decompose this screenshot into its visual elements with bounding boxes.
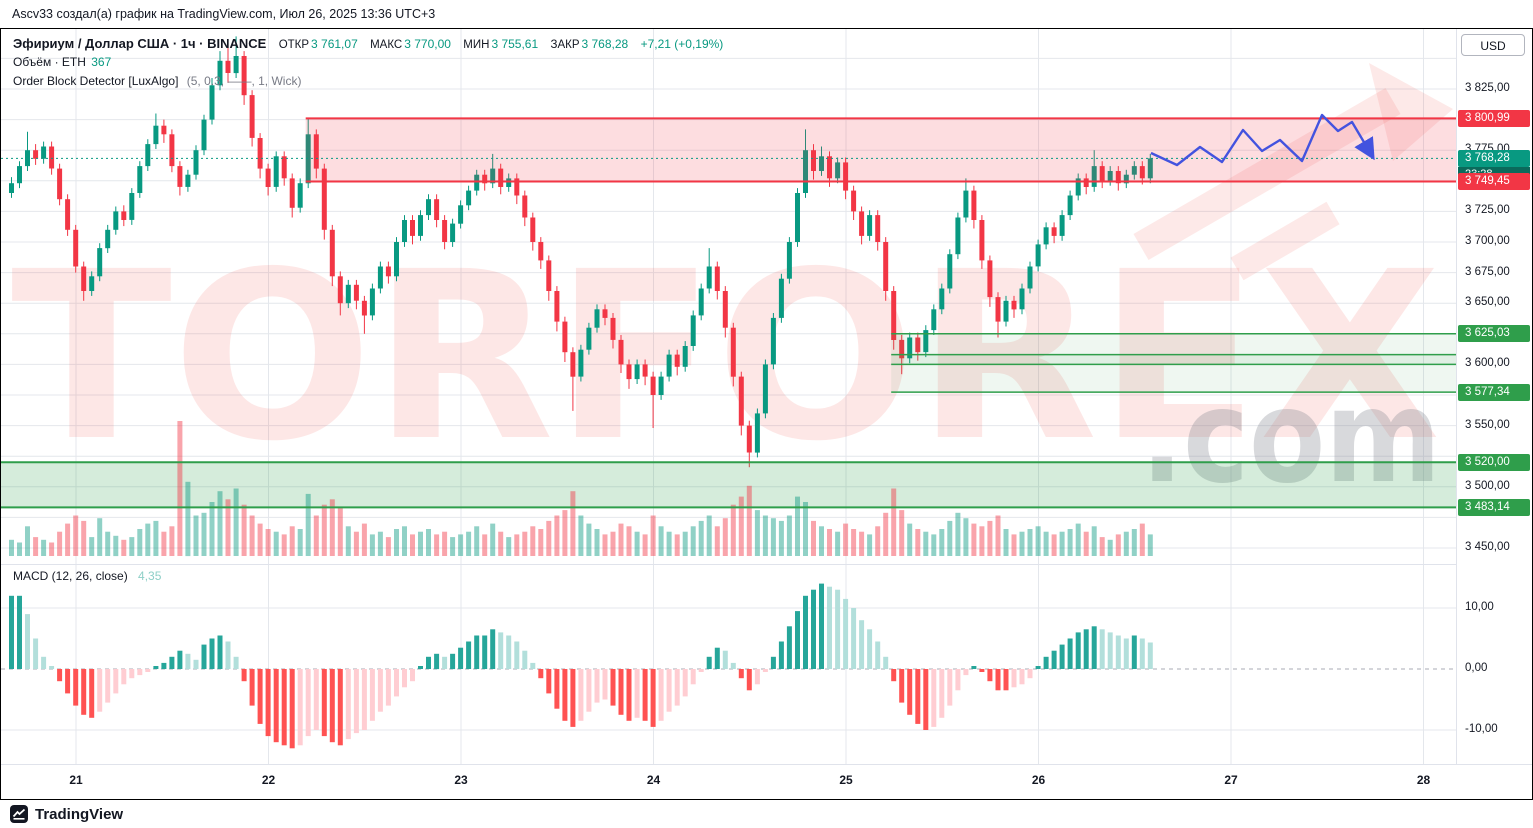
time-axis-label: 21 <box>69 773 83 787</box>
time-axis-label: 24 <box>646 773 661 787</box>
volume-label[interactable]: Объём · ETH <box>13 55 86 69</box>
price-tick-label: 3 550,00 <box>1465 418 1510 431</box>
change-value: +7,21 (+0,19%) <box>640 37 724 51</box>
tradingview-logo-icon[interactable] <box>10 805 28 823</box>
legend-row-volume: Объём · ETH 367 <box>13 53 723 72</box>
symbol-title[interactable]: Эфириум / Доллар США · 1ч · BINANCE <box>13 36 267 51</box>
time-axis-label: 27 <box>1224 773 1238 787</box>
indicator-name[interactable]: Order Block Detector [LuxAlgo] <box>13 74 179 88</box>
price-tick-label: 3 500,00 <box>1465 479 1510 492</box>
price-badge: 3 768,28 <box>1458 149 1530 167</box>
high-value: 3 770,00 <box>404 37 451 51</box>
price-badge: 3 483,14 <box>1458 498 1530 516</box>
legend-row-indicator: Order Block Detector [LuxAlgo] (5, 0.3, … <box>13 72 723 91</box>
price-tick-label: 3 825,00 <box>1465 82 1510 94</box>
macd-tick-label: 10,00 <box>1465 601 1494 613</box>
price-tick-label: 3 450,00 <box>1465 541 1510 553</box>
open-value: 3 761,07 <box>311 37 358 51</box>
price-badge: 3 577,34 <box>1458 383 1530 401</box>
macd-label[interactable]: MACD (12, 26, close) <box>13 569 128 583</box>
time-axis-label: 22 <box>261 773 276 787</box>
price-pane[interactable]: TORFOREX.com <box>1 29 1456 564</box>
macd-tick-label: -10,00 <box>1465 723 1498 735</box>
time-axis-label: 25 <box>839 773 853 787</box>
pane-separator[interactable] <box>1 564 1456 565</box>
price-tick-label: 3 725,00 <box>1465 204 1510 217</box>
price-badge: 3 749,45 <box>1458 173 1530 190</box>
macd-pane[interactable] <box>1 564 1456 764</box>
attribution-text: Ascv33 создал(а) график на TradingView.c… <box>12 7 436 21</box>
attribution-bar: Ascv33 создал(а) график на TradingView.c… <box>0 0 1533 28</box>
symbol-legend: Эфириум / Доллар США · 1ч · BINANCE ОТКР… <box>13 34 723 91</box>
price-tick-label: 3 600,00 <box>1465 357 1510 370</box>
time-axis-label: 23 <box>454 773 468 787</box>
currency-button[interactable]: USD <box>1461 34 1525 56</box>
svg-text:TORFOREX: TORFOREX <box>11 222 1441 492</box>
close-value: 3 768,28 <box>581 37 629 51</box>
low-value: 3 755,61 <box>491 37 539 51</box>
time-axis[interactable]: 21 22 23 24 25 26 27 28 <box>1 765 1456 799</box>
price-badge: 3 520,00 <box>1458 453 1530 471</box>
indicator-params: (5, 0.3, ——, 1, Wick) <box>186 74 302 88</box>
price-axis[interactable]: USD 3 825,003 775,003 725,003 700,003 67… <box>1456 29 1532 764</box>
price-tick-label: 3 700,00 <box>1465 235 1510 247</box>
time-axis-separator <box>1 764 1532 765</box>
time-axis-label: 28 <box>1416 773 1431 787</box>
low-label: МИН <box>463 39 490 51</box>
time-axis-label: 26 <box>1031 773 1046 787</box>
price-tick-label: 3 650,00 <box>1465 296 1510 309</box>
svg-text:.com: .com <box>1141 363 1441 512</box>
macd-value: 4,35 <box>138 569 162 583</box>
legend-row-symbol: Эфириум / Доллар США · 1ч · BINANCE ОТКР… <box>13 34 723 53</box>
chart-frame: TORFOREX .com Эфириум / Доллар США · 1ч ·… <box>0 28 1533 800</box>
price-badge: 3 625,03 <box>1458 325 1530 343</box>
price-badge: 3 800,99 <box>1458 109 1530 127</box>
footer-bar: TradingView <box>0 800 1533 828</box>
tradingview-wordmark[interactable]: TradingView <box>35 805 124 823</box>
macd-tick-label: 0,00 <box>1465 662 1488 674</box>
close-label: ЗАКР <box>550 39 580 51</box>
volume-value: 367 <box>91 55 112 69</box>
open-label: ОТКР <box>278 39 310 51</box>
price-tick-label: 3 675,00 <box>1465 265 1510 278</box>
high-label: МАКС <box>370 39 403 51</box>
macd-legend: MACD (12, 26, close) 4,35 <box>13 569 161 583</box>
